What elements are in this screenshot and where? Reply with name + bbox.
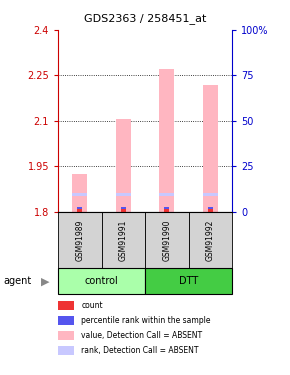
Text: agent: agent xyxy=(3,276,31,286)
Bar xyxy=(159,193,174,196)
Text: GSM91992: GSM91992 xyxy=(206,219,215,261)
Bar xyxy=(121,210,126,212)
Bar xyxy=(58,268,145,294)
Bar xyxy=(116,193,131,196)
Bar xyxy=(208,210,213,212)
Text: percentile rank within the sample: percentile rank within the sample xyxy=(81,316,211,325)
Bar xyxy=(58,212,102,268)
Bar xyxy=(116,119,131,212)
Bar xyxy=(77,210,82,212)
Text: count: count xyxy=(81,301,103,310)
Text: GSM91989: GSM91989 xyxy=(75,219,84,261)
Bar xyxy=(77,207,82,210)
Bar xyxy=(72,174,87,212)
Text: control: control xyxy=(85,276,118,286)
Text: GSM91991: GSM91991 xyxy=(119,219,128,261)
Text: DTT: DTT xyxy=(179,276,198,286)
Bar xyxy=(121,207,126,210)
Bar xyxy=(208,207,213,210)
Bar xyxy=(188,212,232,268)
Bar xyxy=(159,69,174,212)
Bar xyxy=(203,84,218,212)
Bar xyxy=(72,193,87,196)
Text: GDS2363 / 258451_at: GDS2363 / 258451_at xyxy=(84,13,206,24)
Bar xyxy=(203,193,218,196)
Bar xyxy=(164,207,169,210)
Text: ▶: ▶ xyxy=(41,276,49,286)
Bar xyxy=(164,210,169,212)
Text: value, Detection Call = ABSENT: value, Detection Call = ABSENT xyxy=(81,331,202,340)
Bar xyxy=(145,212,188,268)
Bar xyxy=(102,212,145,268)
Bar xyxy=(145,268,232,294)
Text: rank, Detection Call = ABSENT: rank, Detection Call = ABSENT xyxy=(81,346,199,355)
Text: GSM91990: GSM91990 xyxy=(162,219,171,261)
